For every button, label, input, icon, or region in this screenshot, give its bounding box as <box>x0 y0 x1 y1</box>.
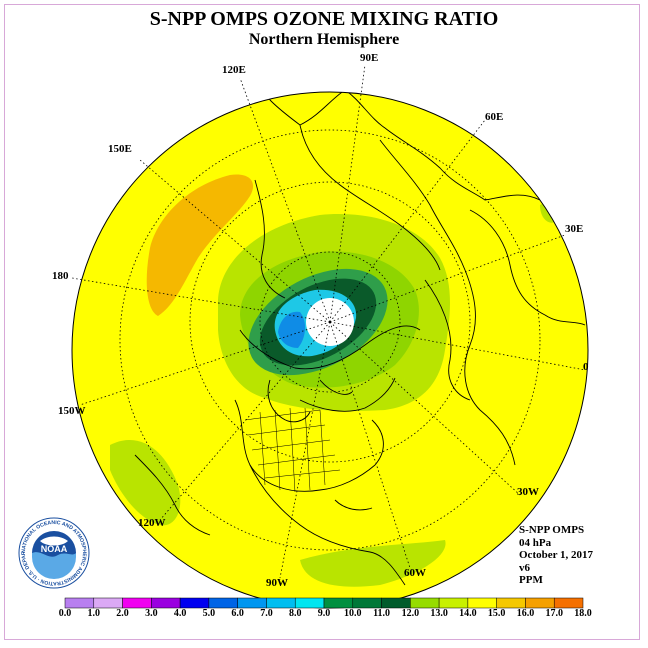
lon-label-60e: 60E <box>485 111 504 123</box>
colorbar-tick-label: 17.0 <box>545 608 563 619</box>
colorbar-segment <box>496 597 526 609</box>
colorbar-segment <box>553 597 584 609</box>
colorbar-segment <box>410 597 440 609</box>
colorbar-tick-label: 7.0 <box>260 608 273 619</box>
colorbar-segment <box>438 597 469 609</box>
colorbar-segment <box>237 597 267 609</box>
ozone-region-lightgreen-southeast <box>300 540 446 587</box>
lon-label-90e: 90E <box>360 52 379 64</box>
colorbar-tick-label: 6.0 <box>231 608 244 619</box>
colorbar-segment <box>525 597 555 609</box>
map-title: S-NPP OMPS OZONE MIXING RATIO <box>149 8 499 30</box>
colorbar-tick-label: 9.0 <box>317 608 331 619</box>
ozone-region-blue <box>278 311 306 348</box>
ozone-region-lightgreen-small <box>425 98 441 109</box>
colorbar-segment <box>467 597 497 609</box>
lon-label-0: 0 <box>583 361 589 373</box>
colorbar-tick-label: 8.0 <box>288 608 302 619</box>
colorbar-tick-label: 15.0 <box>487 608 506 619</box>
map-subtitle: Northern Hemisphere <box>248 31 400 48</box>
info-level: 04 hPa <box>519 536 552 549</box>
colorbar-tick-label: 10.0 <box>344 608 362 619</box>
colorbar-segment <box>294 597 325 609</box>
colorbar <box>64 597 584 609</box>
lon-label-30w: 30W <box>517 486 539 498</box>
colorbar-tick-label: 14.0 <box>459 608 477 619</box>
lon-label-120e: 120E <box>222 64 246 76</box>
lon-label-30e: 30E <box>565 223 584 235</box>
lon-label-150w: 150W <box>58 405 86 417</box>
ozone-region-lightgreen-south <box>110 439 181 526</box>
colorbar-tick-label: 13.0 <box>430 608 448 619</box>
lon-label-60w: 60W <box>404 567 426 579</box>
lon-label-180: 180 <box>52 270 69 282</box>
colorbar-tick-label: 16.0 <box>516 608 535 619</box>
colorbar-segment <box>93 597 123 609</box>
colorbar-segment <box>266 597 296 609</box>
info-units: PPM <box>519 574 543 586</box>
lon-label-150e: 150E <box>108 143 132 155</box>
colorbar-segment <box>122 597 152 609</box>
colorbar-tick-label: 18.0 <box>574 608 592 619</box>
colorbar-tick-label: 2.0 <box>116 608 129 619</box>
colorbar-tick-label: 1.0 <box>87 608 101 619</box>
page-frame <box>4 4 640 640</box>
info-instrument: S-NPP OMPS <box>519 524 585 536</box>
colorbar-tick-label: 5.0 <box>202 608 216 619</box>
colorbar-segment <box>64 597 95 609</box>
info-date: October 1, 2017 <box>519 549 594 561</box>
colorbar-tick-label: 3.0 <box>145 608 158 619</box>
colorbar-segment <box>323 597 354 609</box>
info-block: S-NPP OMPS 04 hPa October 1, 2017 v6 PPM <box>519 524 593 587</box>
graticule <box>71 64 586 579</box>
colorbar-tick-label: 0.0 <box>58 608 72 619</box>
colorbar-segment <box>179 597 210 609</box>
lon-label-90w: 90W <box>266 577 288 589</box>
colorbar-tick-label: 4.0 <box>173 608 187 619</box>
coastlines <box>134 92 586 586</box>
state-boundaries <box>244 407 341 493</box>
info-version: v6 <box>519 561 530 574</box>
ozone-region-orange <box>146 174 254 316</box>
colorbar-segment <box>352 597 382 609</box>
colorbar-segment <box>151 597 181 609</box>
noaa-logo: NATIONAL OCEANIC AND ATMOSPHERIC ADMINIS… <box>18 517 90 589</box>
lon-label-120w: 120W <box>138 517 166 529</box>
colorbar-segment <box>381 597 411 609</box>
colorbar-tick-label: 11.0 <box>373 608 391 619</box>
colorbar-tick-label: 12.0 <box>401 608 420 619</box>
colorbar-segment <box>208 597 238 609</box>
noaa-logo-text: NOAA <box>41 544 68 554</box>
